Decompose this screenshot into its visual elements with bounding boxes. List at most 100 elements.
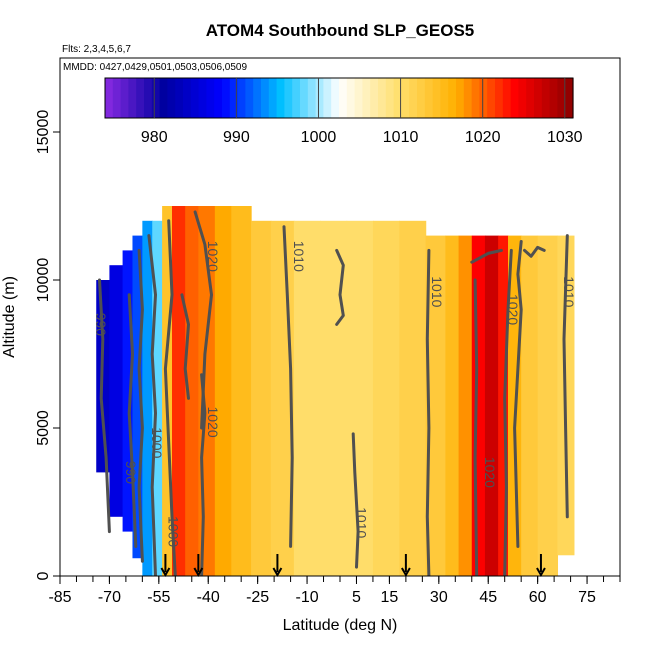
colorbar-segment (183, 78, 192, 118)
colorbar-segment (175, 78, 184, 118)
contour-label: 1020 (205, 407, 221, 438)
x-axis-label: Latitude (deg N) (283, 617, 398, 634)
dates-subtitle: MMDD: 0427,0429,0501,0503,0506,0509 (63, 62, 247, 73)
contour-label: 1010 (429, 276, 445, 307)
colorbar-segment (346, 78, 356, 118)
contour-line (562, 234, 569, 519)
x-tick-label: -40 (197, 589, 220, 606)
colorbar-segment (136, 78, 145, 118)
x-tick-label: 30 (430, 589, 448, 606)
heatmap-column (152, 220, 163, 576)
contour-line (335, 248, 345, 326)
colorbar-segment (487, 78, 496, 118)
flight-marker-arrowhead (272, 567, 283, 578)
flight-marker-arrowhead (401, 567, 411, 578)
y-tick-label: 0 (35, 571, 52, 580)
contour-label: 1010 (353, 507, 369, 538)
contour-label: 1000 (166, 516, 182, 547)
x-tick-label: -25 (246, 589, 269, 606)
colorbar-segment (159, 78, 168, 118)
contour-label: 1000 (149, 427, 165, 458)
colorbar-segment (471, 78, 480, 118)
colorbar-segment (378, 78, 387, 118)
colorbar-segment (565, 78, 574, 118)
contour-line (180, 293, 190, 400)
colorbar-segment (144, 78, 153, 118)
colorbar-segment (128, 78, 137, 118)
x-tick-label: 60 (529, 589, 547, 606)
colorbar-segment (456, 78, 465, 118)
colorbar-segment (292, 78, 301, 118)
colorbar-segment (105, 78, 114, 118)
contour-line (473, 278, 479, 576)
y-axis: 0 5000 10000 15000 (35, 110, 60, 580)
heatmap-column (537, 235, 559, 576)
y-tick-label: 10000 (35, 258, 52, 303)
heatmap-column (109, 265, 124, 517)
colorbar-segment (167, 78, 176, 118)
contour-line (425, 248, 431, 576)
colorbar-segment (112, 78, 122, 118)
contour-line (127, 293, 138, 548)
colorbar-segment (518, 78, 527, 118)
colorbar-segment (370, 78, 379, 118)
heatmap-column (231, 206, 252, 576)
colorbar-segment (362, 78, 371, 118)
colorbar-segment (245, 78, 254, 118)
colorbar-tick-label: 990 (223, 129, 250, 146)
contour-line (98, 278, 111, 534)
contour-label: 1020 (205, 241, 221, 272)
contour-line (470, 248, 503, 264)
x-tick-label: -55 (147, 589, 170, 606)
colorbar-segment (237, 78, 246, 118)
y-tick-label: 5000 (35, 410, 52, 446)
colorbar-segment (284, 78, 293, 118)
heatmap-column (458, 235, 473, 576)
colorbar-segment (440, 78, 449, 118)
colorbar-segment (214, 78, 223, 118)
contour-line (147, 234, 157, 576)
colorbar-segment (417, 78, 426, 118)
contour-label: 1020 (505, 294, 521, 325)
isobar-contours: 1010 1010 1010 1010 1020 1020 1020 1020 990 990 10… (93, 210, 577, 576)
heatmap-column (132, 235, 143, 559)
heatmap-column (122, 250, 134, 532)
colorbar-segment (300, 78, 309, 118)
flight-marker-arrowhead (160, 567, 171, 578)
contour-line (282, 225, 294, 548)
x-tick-label: -70 (98, 589, 121, 606)
colorbar-segment (557, 78, 566, 118)
y-tick-label: 15000 (35, 110, 52, 155)
contour-line (503, 248, 513, 576)
colorbar-segment (120, 78, 129, 118)
colorbar-segment (206, 78, 215, 118)
colorbar-segment (315, 78, 324, 118)
contour-line (351, 432, 360, 569)
y-axis-label: Altitude (m) (1, 276, 18, 358)
heatmap-column (521, 235, 539, 576)
colorbar-segment (502, 78, 512, 118)
contour-label: 990 (93, 313, 109, 337)
colorbar-segment (541, 78, 551, 118)
colorbar-segment (354, 78, 363, 118)
colorbar-border (104, 77, 574, 119)
x-tick-label: -85 (48, 589, 71, 606)
colorbar-segment (253, 78, 262, 118)
heatmap-column (142, 220, 153, 576)
contour-line (513, 240, 523, 548)
x-axis: -85 -70 -55 -40 -25 -10 5 15 30 45 60 75 (48, 576, 621, 606)
colorbar: 980 990 1000 1010 1020 1030 (103, 76, 583, 146)
colorbar-segment (409, 78, 418, 118)
colorbar-segment (534, 78, 543, 118)
heatmap-column (214, 206, 232, 576)
colorbar-segment (385, 78, 395, 118)
colorbar-segment (549, 78, 558, 118)
heatmap-column (399, 220, 427, 576)
colorbar-segment (276, 78, 285, 118)
colorbar-tick-label: 1000 (301, 129, 337, 146)
colorbar-tick-label: 1030 (547, 129, 583, 146)
flight-markers (160, 554, 546, 578)
colorbar-segment (151, 78, 161, 118)
colorbar-segment (495, 78, 504, 118)
colorbar-segment (401, 78, 410, 118)
